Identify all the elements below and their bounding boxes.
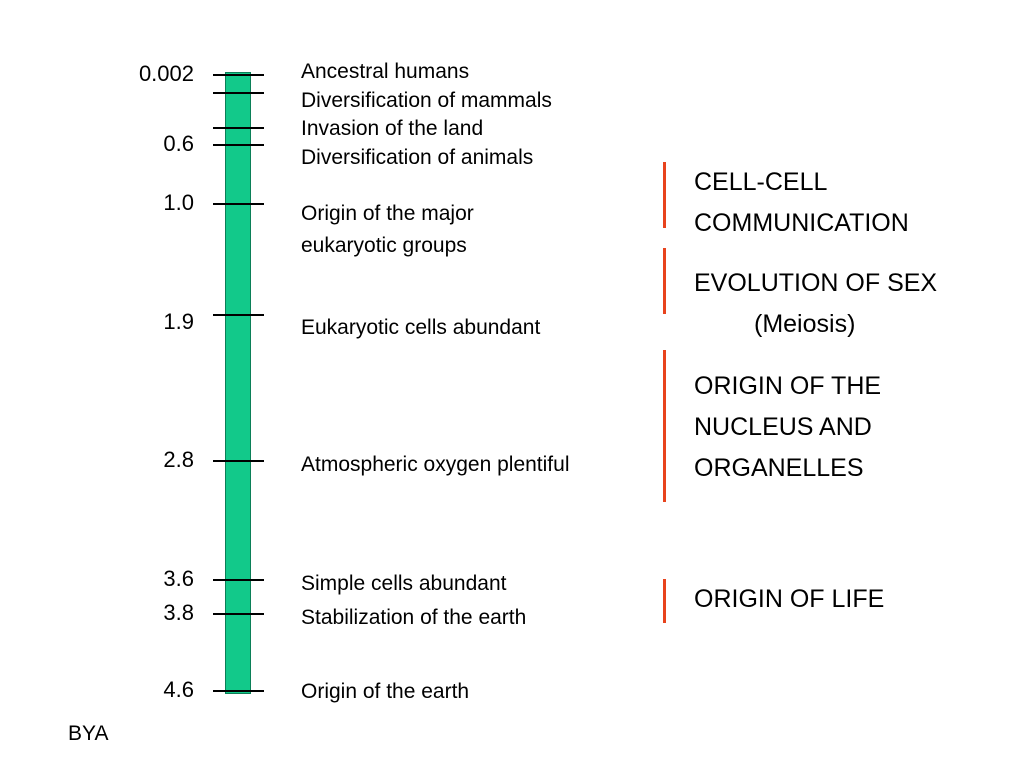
tick-ancestral-humans	[213, 74, 264, 76]
event-label: Origin of the major eukaryotic groups	[301, 202, 474, 257]
process-cell-communication: CELL-CELL COMMUNICATION	[694, 162, 909, 244]
bracket-origin-of-life	[663, 579, 666, 623]
tick-eukaryotic-groups	[213, 203, 264, 205]
age-label: 2.8	[163, 447, 194, 472]
event-label: Stabilization of the earth	[301, 606, 527, 629]
process-line: EVOLUTION OF SEX	[694, 269, 938, 297]
tick-animals	[213, 144, 264, 146]
bracket-evolution-of-sex	[663, 248, 666, 314]
age-label: 0.6	[163, 131, 194, 156]
age-label: 1.9	[163, 309, 194, 334]
tick-mammals	[213, 92, 264, 94]
event-label: Origin of the earth	[301, 680, 470, 703]
unit-label: BYA	[68, 722, 109, 745]
event-label: Ancestral humans	[301, 60, 470, 83]
tick-simple-cells	[213, 579, 264, 581]
process-origin-of-nucleus: ORIGIN OF THE NUCLEUS AND ORGANELLES	[694, 366, 881, 489]
tick-land	[213, 127, 264, 129]
process-line: COMMUNICATION	[694, 209, 909, 237]
age-label: 4.6	[163, 677, 194, 702]
timeline-bar	[225, 72, 251, 694]
age-label: 0.002	[138, 61, 194, 86]
event-label: Simple cells abundant	[301, 572, 507, 595]
process-evolution-of-sex: EVOLUTION OF SEX (Meiosis)	[694, 263, 937, 345]
event-label: Diversification of mammals	[301, 89, 552, 112]
process-line: ORIGIN OF LIFE	[694, 585, 885, 613]
event-label: Invasion of the land	[301, 117, 484, 140]
bracket-origin-of-nucleus	[663, 350, 666, 502]
bracket-cell-communication	[663, 162, 666, 228]
process-line: ORIGIN OF THE	[694, 372, 882, 400]
process-line: ORGANELLES	[694, 454, 864, 482]
event-label: Atmospheric oxygen plentiful	[301, 453, 570, 476]
tick-stabilization	[213, 613, 264, 615]
age-label: 3.8	[163, 600, 194, 625]
tick-oxygen	[213, 460, 264, 462]
event-label: Eukaryotic cells abundant	[301, 316, 541, 339]
process-origin-of-life: ORIGIN OF LIFE	[694, 579, 884, 620]
age-label: 1.0	[163, 190, 194, 215]
age-label: 3.6	[163, 566, 194, 591]
event-label: Diversification of animals	[301, 146, 534, 169]
tick-origin-earth	[213, 690, 264, 692]
process-line: NUCLEUS AND	[694, 413, 872, 441]
tick-eukaryotic-cells	[213, 314, 264, 316]
process-line: (Meiosis)	[754, 310, 856, 338]
process-line: CELL-CELL	[694, 168, 828, 196]
